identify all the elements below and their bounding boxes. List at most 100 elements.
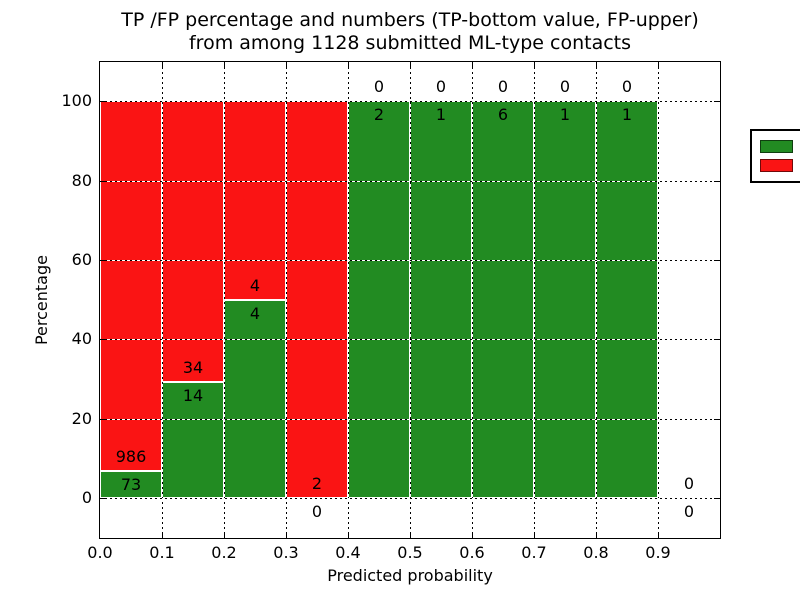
y-tick-label: 0 [81, 488, 92, 507]
bar-label-fp: 986 [115, 447, 147, 466]
chart-title-line2: from among 1128 submitted ML-type contac… [188, 32, 632, 54]
x-tick-mark [286, 532, 287, 538]
y-tick-label: 20 [71, 409, 92, 428]
gridline-vertical [410, 62, 411, 538]
tp-swatch-icon [760, 140, 793, 153]
gridline-horizontal [100, 419, 720, 420]
bar-segment-tp [348, 101, 410, 498]
x-tick-mark [596, 62, 597, 68]
y-tick-mark [100, 419, 106, 420]
bar-label-tp: 2 [373, 105, 385, 124]
bar-label-tp: 0 [683, 502, 695, 521]
bar-label-fp: 2 [311, 474, 323, 493]
bar-label-tp: 73 [120, 475, 142, 494]
x-tick-label: 0.8 [583, 543, 609, 562]
x-tick-mark [410, 532, 411, 538]
x-tick-label: 0.1 [149, 543, 175, 562]
y-axis-label: Percentage [32, 255, 51, 346]
y-tick-mark [714, 101, 720, 102]
gridline-vertical [286, 62, 287, 538]
x-tick-label: 0.4 [335, 543, 361, 562]
y-tick-label: 100 [61, 91, 92, 110]
x-tick-label: 0.2 [211, 543, 237, 562]
gridline-vertical [534, 62, 535, 538]
bar-segment-fp [286, 101, 348, 498]
x-tick-mark [286, 62, 287, 68]
fp-swatch-icon [760, 159, 793, 172]
bar-segment-tp [100, 470, 162, 498]
bar-segment-fp [100, 101, 162, 471]
legend-item-tp: TP [760, 138, 800, 155]
x-tick-label: 0.9 [645, 543, 671, 562]
y-tick-mark [100, 498, 106, 499]
gridline-vertical [658, 62, 659, 538]
bar-label-fp: 0 [683, 474, 695, 493]
bar-label-tp: 1 [559, 105, 571, 124]
legend: TP FP [750, 129, 800, 183]
x-tick-label: 0.0 [87, 543, 113, 562]
bar-segment-tp [162, 382, 224, 498]
legend-item-fp: FP [760, 157, 800, 174]
x-tick-label: 0.7 [521, 543, 547, 562]
x-tick-mark [224, 62, 225, 68]
bar-label-fp: 34 [182, 358, 204, 377]
gridline-vertical [162, 62, 163, 538]
x-tick-mark [162, 532, 163, 538]
y-tick-label: 60 [71, 250, 92, 269]
chart-title: TP /FP percentage and numbers (TP-bottom… [90, 9, 730, 55]
gridline-vertical [472, 62, 473, 538]
bar-label-tp: 4 [249, 304, 261, 323]
x-tick-mark [410, 62, 411, 68]
bar-segment-tp [534, 101, 596, 498]
bar-segment-fp [224, 101, 286, 300]
bar-segment-tp [472, 101, 534, 498]
x-tick-label: 0.3 [273, 543, 299, 562]
x-tick-mark [658, 532, 659, 538]
bar-label-fp: 0 [497, 77, 509, 96]
bar-segment-tp [410, 101, 472, 498]
gridline-horizontal [100, 260, 720, 261]
plot-inner: 986 73 34 14 4 4 2 0 0 2 0 1 0 6 0 1 0 1 0 0 [100, 62, 720, 538]
x-tick-mark [534, 62, 535, 68]
x-tick-mark [224, 532, 225, 538]
bar-label-fp: 0 [373, 77, 385, 96]
y-tick-mark [714, 181, 720, 182]
bar-label-fp: 0 [621, 77, 633, 96]
gridline-vertical [224, 62, 225, 538]
bar-label-tp: 1 [621, 105, 633, 124]
bar-label-tp: 1 [435, 105, 447, 124]
x-tick-mark [162, 62, 163, 68]
bar-label-fp: 0 [559, 77, 571, 96]
bar-label-tp: 0 [311, 502, 323, 521]
x-tick-mark [658, 62, 659, 68]
x-tick-mark [472, 532, 473, 538]
x-tick-mark [596, 532, 597, 538]
x-tick-label: 0.6 [459, 543, 485, 562]
y-tick-mark [714, 260, 720, 261]
y-tick-label: 40 [71, 329, 92, 348]
y-tick-mark [714, 339, 720, 340]
y-tick-mark [100, 181, 106, 182]
y-tick-mark [100, 260, 106, 261]
gridline-horizontal [100, 181, 720, 182]
x-axis-label: Predicted probability [327, 566, 493, 585]
y-tick-mark [100, 339, 106, 340]
bar-label-fp: 0 [435, 77, 447, 96]
gridline-vertical [596, 62, 597, 538]
bar-label-tp: 6 [497, 105, 509, 124]
chart-title-line1: TP /FP percentage and numbers (TP-bottom… [121, 9, 699, 31]
y-tick-mark [100, 101, 106, 102]
bar-segment-fp [162, 101, 224, 383]
y-tick-mark [714, 419, 720, 420]
gridline-horizontal [100, 339, 720, 340]
gridline-horizontal [100, 101, 720, 102]
x-tick-mark [472, 62, 473, 68]
x-tick-label: 0.5 [397, 543, 423, 562]
y-tick-label: 80 [71, 171, 92, 190]
x-tick-mark [348, 532, 349, 538]
bar-label-tp: 14 [182, 386, 204, 405]
y-tick-mark [714, 498, 720, 499]
bar-segment-tp [596, 101, 658, 498]
gridline-horizontal [100, 498, 720, 499]
